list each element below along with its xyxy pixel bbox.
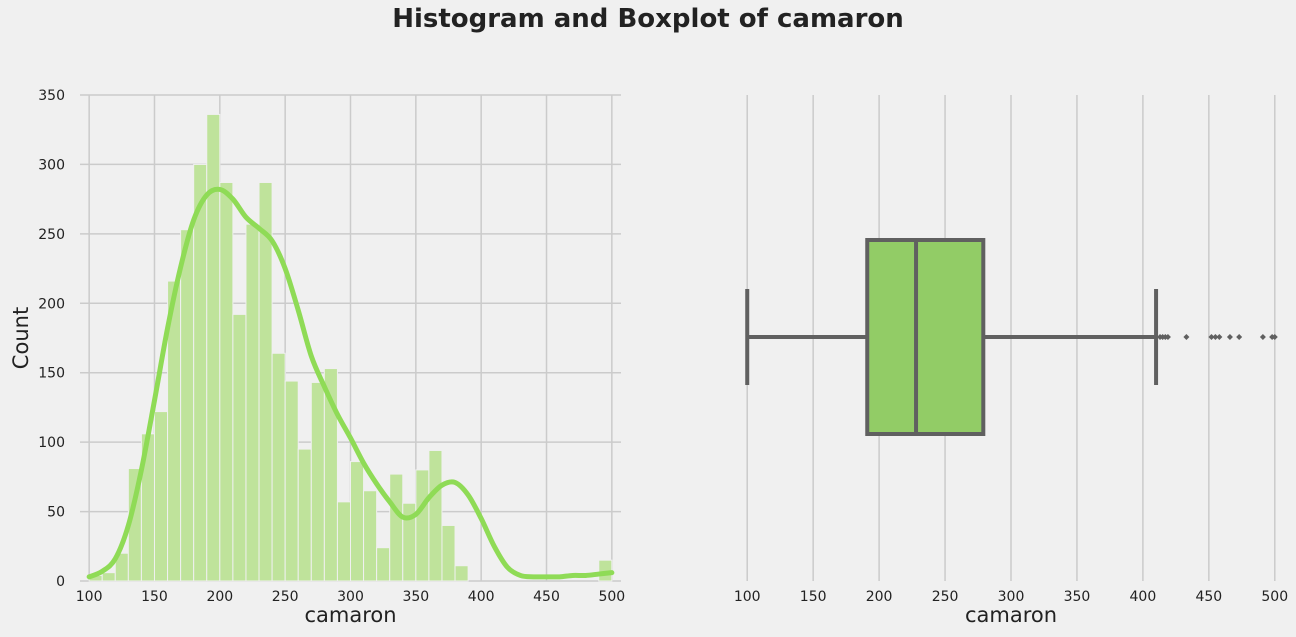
x-tick-label: 500: [598, 589, 625, 605]
histogram-bar: [336, 501, 352, 582]
y-tick-label: 0: [56, 574, 65, 590]
histogram-bar: [441, 524, 456, 582]
histogram-panel: 100 150 200 250 300 350 400 450 500 0 50 100 150 200 2…: [9, 88, 625, 627]
x-tick-label: 500: [1261, 589, 1288, 605]
x-tick-label: 200: [206, 589, 233, 605]
histogram-bar: [180, 229, 195, 582]
histogram-bar: [206, 113, 221, 582]
outlier-point: [1271, 334, 1278, 340]
x-tick-label: 400: [468, 589, 495, 605]
outlier-point: [1236, 334, 1243, 340]
histogram-bar: [297, 448, 312, 582]
histogram-bar: [376, 547, 391, 582]
x-tick-label: 250: [272, 589, 299, 605]
box: [865, 238, 986, 436]
histogram-bar: [350, 461, 365, 582]
histogram-bar: [101, 572, 116, 582]
y-tick-label: 50: [47, 505, 65, 521]
outlier-point: [1212, 334, 1219, 340]
x-tick-label: 300: [337, 589, 364, 605]
histogram-bar: [232, 313, 247, 582]
histogram-bar: [219, 181, 234, 582]
y-tick-label: 150: [38, 366, 65, 382]
outlier-point: [1226, 334, 1233, 340]
histogram-bar: [363, 490, 378, 582]
x-tick-label: 300: [998, 589, 1025, 605]
histogram-bar: [284, 380, 299, 582]
histogram-bar: [310, 381, 325, 582]
x-tick-label: 100: [734, 589, 761, 605]
histogram-bar: [454, 565, 469, 582]
x-tick-label: 250: [932, 589, 959, 605]
y-tick-label: 100: [38, 435, 65, 451]
histogram-bar: [153, 411, 169, 582]
outlier-point: [1216, 334, 1223, 340]
histogram-bar: [428, 449, 443, 582]
kde-line: [86, 186, 615, 580]
histogram-bar: [271, 352, 286, 582]
x-tick-label: 150: [800, 589, 827, 605]
y-tick-label: 250: [38, 227, 65, 243]
x-tick-label: 400: [1130, 589, 1157, 605]
x-axis-label: camaron: [965, 603, 1057, 627]
histogram-bar: [389, 473, 404, 582]
x-tick-label: 350: [1064, 589, 1091, 605]
x-tick-label: 450: [1195, 589, 1222, 605]
histogram-bar: [245, 223, 260, 582]
histogram-bar: [415, 469, 430, 582]
histogram-bar: [323, 368, 338, 582]
y-tick-label: 200: [38, 296, 65, 312]
x-tick-label: 350: [402, 589, 429, 605]
boxplot-panel: 100 150 200 250 300 350 400 450 500 camaron: [734, 95, 1288, 627]
outlier-point: [1183, 334, 1190, 340]
histogram-bar: [193, 163, 208, 582]
y-tick-label: 350: [38, 88, 65, 104]
y-axis-label: Count: [9, 307, 33, 369]
outlier-point: [1259, 334, 1266, 340]
x-tick-label: 100: [76, 589, 103, 605]
x-tick-label: 200: [866, 589, 893, 605]
x-tick-label: 450: [533, 589, 560, 605]
x-axis-label: camaron: [304, 603, 396, 627]
x-tick-label: 150: [141, 589, 168, 605]
outlier-point: [1208, 334, 1215, 340]
figure-title: Histogram and Boxplot of camaron: [392, 4, 904, 34]
outlier-point: [1164, 334, 1171, 340]
y-tick-label: 300: [38, 157, 65, 173]
